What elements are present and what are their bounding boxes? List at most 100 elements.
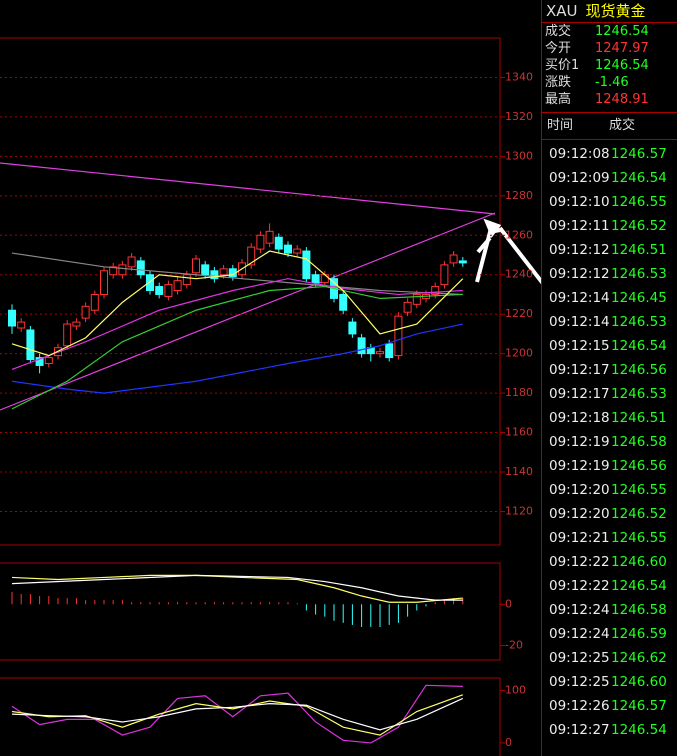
kdj-panel-frame: [0, 677, 501, 756]
candle-body: [35, 357, 44, 366]
field-label: 成交: [545, 24, 572, 39]
trade-price: 1246.57: [611, 146, 667, 162]
candle-body: [44, 357, 53, 365]
y-tick-label: 1340: [505, 70, 533, 83]
trade-time: 09:12:19: [549, 434, 610, 450]
candle-body: [173, 280, 182, 292]
quote-row: 成交 1246.54: [542, 23, 677, 40]
column-header: 时间: [547, 118, 574, 133]
candle-body: [155, 286, 164, 295]
chart-area: 1120 1140 1160 1180 1200 1220 1240 1260 1280 1300…: [0, 37, 541, 756]
trade-time: 09:12:19: [549, 458, 610, 474]
trade-price: 1246.58: [611, 602, 667, 618]
candle-body: [256, 234, 265, 250]
trade-time: 09:12:11: [549, 218, 610, 234]
trade-price: 1246.60: [611, 674, 667, 690]
y-tick-label: -20: [505, 639, 523, 652]
trade-price: 1246.60: [611, 554, 667, 570]
y-tick-label: 1200: [505, 347, 533, 360]
trade-price: 1246.56: [611, 458, 667, 474]
trade-row: 09:12:17 1246.53: [542, 382, 677, 406]
trade-price: 1246.59: [611, 626, 667, 642]
trade-time: 09:12:20: [549, 482, 610, 498]
trade-time: 09:12:12: [549, 242, 610, 258]
trade-row: 09:12:09 1246.54: [542, 166, 677, 190]
trade-row: 09:12:08 1246.57: [542, 142, 677, 166]
indicator-line: [11, 684, 463, 744]
trade-row: 09:12:20 1246.52: [542, 502, 677, 526]
candle-body: [339, 293, 348, 311]
trade-price: 1246.53: [611, 314, 667, 330]
trade-row: 09:12:14 1246.53: [542, 310, 677, 334]
candle-body: [182, 274, 191, 286]
y-tick-label: 0: [505, 736, 512, 749]
indicator-line: [11, 574, 463, 601]
trade-row: 09:12:25 1246.62: [542, 646, 677, 670]
field-value: -1.46: [595, 75, 629, 90]
trade-row: 09:12:27 1246.54: [542, 718, 677, 742]
candle-body: [192, 258, 200, 274]
trade-row: 09:12:24 1246.59: [542, 622, 677, 646]
candle-body: [394, 315, 403, 357]
trade-time: 09:12:24: [549, 602, 610, 618]
trade-row: 09:12:12 1246.51: [542, 238, 677, 262]
trade-price: 1246.51: [611, 410, 667, 426]
candle-body: [302, 250, 311, 280]
quote-row: 涨跌 -1.46: [542, 74, 677, 91]
trade-time: 09:12:09: [549, 170, 610, 186]
candle-body: [72, 321, 81, 327]
quote-row: 最高 1248.91: [542, 91, 677, 108]
quote-panel: XAU 现货黄金 成交 1246.54 今开 1247.97 买价1 1246.54 涨跌 -1…: [541, 0, 677, 756]
candle-body: [311, 274, 320, 284]
macd-panel-frame: [0, 562, 501, 661]
trade-time: 09:12:15: [549, 338, 610, 354]
trade-row: 09:12:19 1246.58: [542, 430, 677, 454]
candle-body: [357, 337, 366, 355]
trade-time: 09:12:22: [549, 578, 610, 594]
trade-row: 09:12:14 1246.45: [542, 286, 677, 310]
trade-price: 1246.55: [611, 530, 667, 546]
y-tick-label: 1220: [505, 307, 533, 320]
candle-body: [403, 301, 412, 313]
y-tick-label: 1140: [505, 465, 533, 478]
trade-row: 09:12:21 1246.55: [542, 526, 677, 550]
trade-price: 1246.54: [611, 578, 667, 594]
trade-time: 09:12:22: [549, 554, 610, 570]
trade-price: 1246.54: [611, 722, 667, 738]
y-tick-label: 1180: [505, 386, 533, 399]
trade-row: 09:12:24 1246.58: [542, 598, 677, 622]
trade-time: 09:12:26: [549, 698, 610, 714]
candle-body: [431, 286, 440, 295]
candle-body: [81, 305, 90, 319]
trend-line: [0, 212, 496, 411]
candle-body: [293, 248, 302, 254]
indicator-line: [11, 694, 464, 736]
candle-body: [449, 254, 458, 264]
candle-body: [440, 264, 449, 286]
y-tick-label: 1120: [505, 504, 533, 517]
y-tick-label: 1280: [505, 189, 533, 202]
trade-price: 1246.55: [611, 194, 667, 210]
trade-time: 09:12:08: [549, 146, 610, 162]
trade-row: 09:12:17 1246.56: [542, 358, 677, 382]
trade-price: 1246.51: [611, 242, 667, 258]
candle-body: [274, 236, 283, 250]
candle-body: [412, 293, 421, 305]
main-panel-frame: [0, 37, 501, 546]
indicator-line: [11, 697, 464, 731]
trade-price: 1246.53: [611, 266, 667, 282]
trade-row: 09:12:15 1246.54: [542, 334, 677, 358]
trade-time: 09:12:14: [549, 314, 610, 330]
trade-row: 09:12:22 1246.54: [542, 574, 677, 598]
y-tick-label: 0: [505, 597, 512, 610]
field-label: 最高: [545, 92, 572, 107]
indicator-line: [11, 250, 464, 357]
trade-price: 1246.53: [611, 386, 667, 402]
indicator-line: [11, 278, 463, 370]
y-tick-label: 1320: [505, 110, 533, 123]
symbol: XAU: [546, 2, 578, 20]
trade-time: 09:12:25: [549, 650, 610, 666]
trade-price: 1246.58: [611, 434, 667, 450]
trade-time: 09:12:25: [549, 674, 610, 690]
